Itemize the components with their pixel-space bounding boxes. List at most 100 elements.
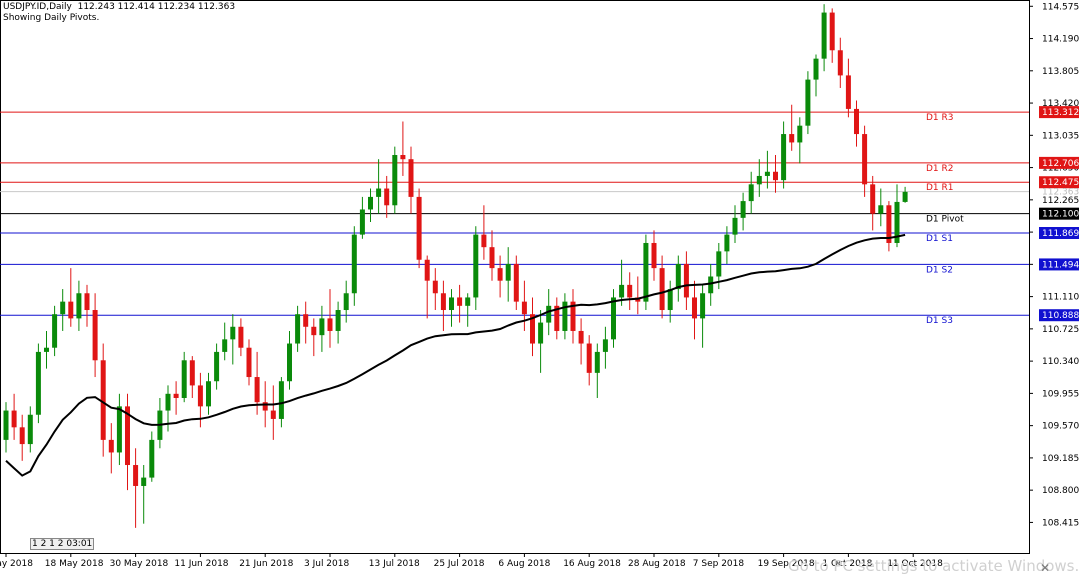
y-tick-label: 108.415 [1042, 518, 1079, 528]
price-tag-box [1039, 258, 1079, 271]
price-tag-box [1039, 156, 1079, 169]
y-tick-label: 114.575 [1042, 2, 1079, 12]
x-tick-label: 18 May 2018 [45, 559, 104, 569]
x-tick-label: 3 Jul 2018 [304, 559, 349, 569]
y-tick-label: 113.420 [1042, 99, 1079, 109]
x-tick-label: 16 Aug 2018 [563, 559, 621, 569]
pivot-line-label: D1 R1 [926, 183, 954, 193]
y-tick-label: 113.035 [1042, 131, 1079, 141]
pivot-note: Showing Daily Pivots. [3, 13, 100, 23]
bull-candle [165, 393, 171, 411]
price-tag-label: 110.888 [1042, 311, 1079, 321]
bear-candle [683, 263, 689, 298]
bull-candle [878, 205, 884, 214]
bear-candle [108, 439, 114, 453]
bear-candle [133, 465, 139, 486]
bull-candle [181, 360, 187, 398]
bull-candle [505, 263, 511, 281]
bear-candle [92, 310, 98, 361]
bull-candle [319, 318, 325, 336]
bear-candle [125, 406, 130, 466]
bull-candle [619, 284, 625, 298]
y-tick-label: 112.265 [1042, 196, 1079, 206]
bull-candle [206, 381, 211, 407]
bear-candle [554, 305, 560, 331]
bull-candle [278, 381, 284, 419]
x-tick-label: 8 May 2018 [0, 559, 33, 569]
bull-candle [781, 134, 787, 181]
plot-frame [0, 0, 1030, 554]
bear-candle [68, 301, 74, 319]
bull-candle [805, 79, 811, 126]
bear-candle [870, 184, 876, 214]
bull-candle [594, 351, 600, 373]
price-tag-label: 112.706 [1042, 159, 1079, 169]
bull-candle [368, 196, 373, 210]
chart-shift-grip[interactable]: 1 2 1 2 03:01 [30, 538, 95, 550]
bull-candle [675, 263, 681, 290]
price-tag-label: 111.494 [1042, 260, 1079, 270]
bull-candle [295, 314, 301, 344]
bull-candle [141, 477, 147, 486]
bull-candle [902, 191, 908, 202]
pivot-line-label: D1 R3 [926, 113, 954, 123]
pivot-line-label: D1 S1 [926, 234, 953, 244]
bear-candle [197, 385, 203, 407]
bear-candle [238, 326, 244, 348]
x-tick-label: 11 Jun 2018 [174, 559, 228, 569]
x-tick-label: 30 May 2018 [110, 559, 169, 569]
y-tick-label: 113.805 [1042, 67, 1079, 77]
bear-candle [627, 284, 633, 298]
x-tick-label: 28 Aug 2018 [628, 559, 686, 569]
bear-candle [400, 155, 406, 160]
bull-candle [27, 414, 33, 445]
x-tick-label: 13 Jul 2018 [369, 559, 420, 569]
bear-candle [659, 268, 665, 311]
pivot-line-label: D1 Pivot [926, 215, 964, 225]
bear-candle [189, 360, 195, 386]
y-tick-label: 111.110 [1042, 293, 1079, 303]
bull-candle [343, 293, 349, 311]
bull-candle [602, 339, 608, 352]
bull-candle [764, 171, 770, 176]
price-tag-box [1039, 227, 1079, 240]
bear-candle [789, 134, 795, 143]
bull-candle [538, 322, 544, 344]
bear-candle [481, 234, 487, 248]
x-tick-label: 7 Sep 2018 [693, 559, 745, 569]
bull-candle [3, 410, 9, 440]
bear-candle [254, 377, 260, 403]
bear-candle [586, 343, 592, 373]
bull-candle [214, 351, 220, 382]
bull-candle [351, 234, 357, 294]
bull-candle [473, 234, 479, 298]
bull-candle [44, 347, 49, 352]
close-icon[interactable]: ✕ [1040, 561, 1051, 575]
bull-candle [813, 58, 819, 80]
bull-candle [748, 184, 754, 202]
bull-candle [116, 406, 122, 453]
price-tag-label: 111.869 [1042, 229, 1079, 239]
price-tag-label: 113.312 [1042, 108, 1079, 118]
bear-candle [384, 188, 390, 206]
pivot-line-label: D1 R2 [926, 164, 954, 174]
bull-candle [376, 188, 382, 197]
bear-candle [651, 242, 657, 269]
bear-candle [311, 326, 317, 336]
bear-candle [489, 247, 495, 269]
x-tick-label: 21 Jun 2018 [239, 559, 293, 569]
bull-candle [562, 301, 568, 331]
price-tag-box [1039, 176, 1079, 189]
bear-candle [886, 205, 892, 243]
bear-candle [829, 12, 835, 51]
bear-candle [513, 263, 519, 302]
bull-candle [756, 175, 762, 185]
x-tick-label: 1 Oct 2018 [822, 559, 872, 569]
bear-candle [521, 301, 527, 315]
y-tick-label: 109.185 [1042, 454, 1079, 464]
bear-candle [11, 410, 17, 428]
price-tag-box [1039, 106, 1079, 119]
bear-candle [303, 314, 309, 327]
